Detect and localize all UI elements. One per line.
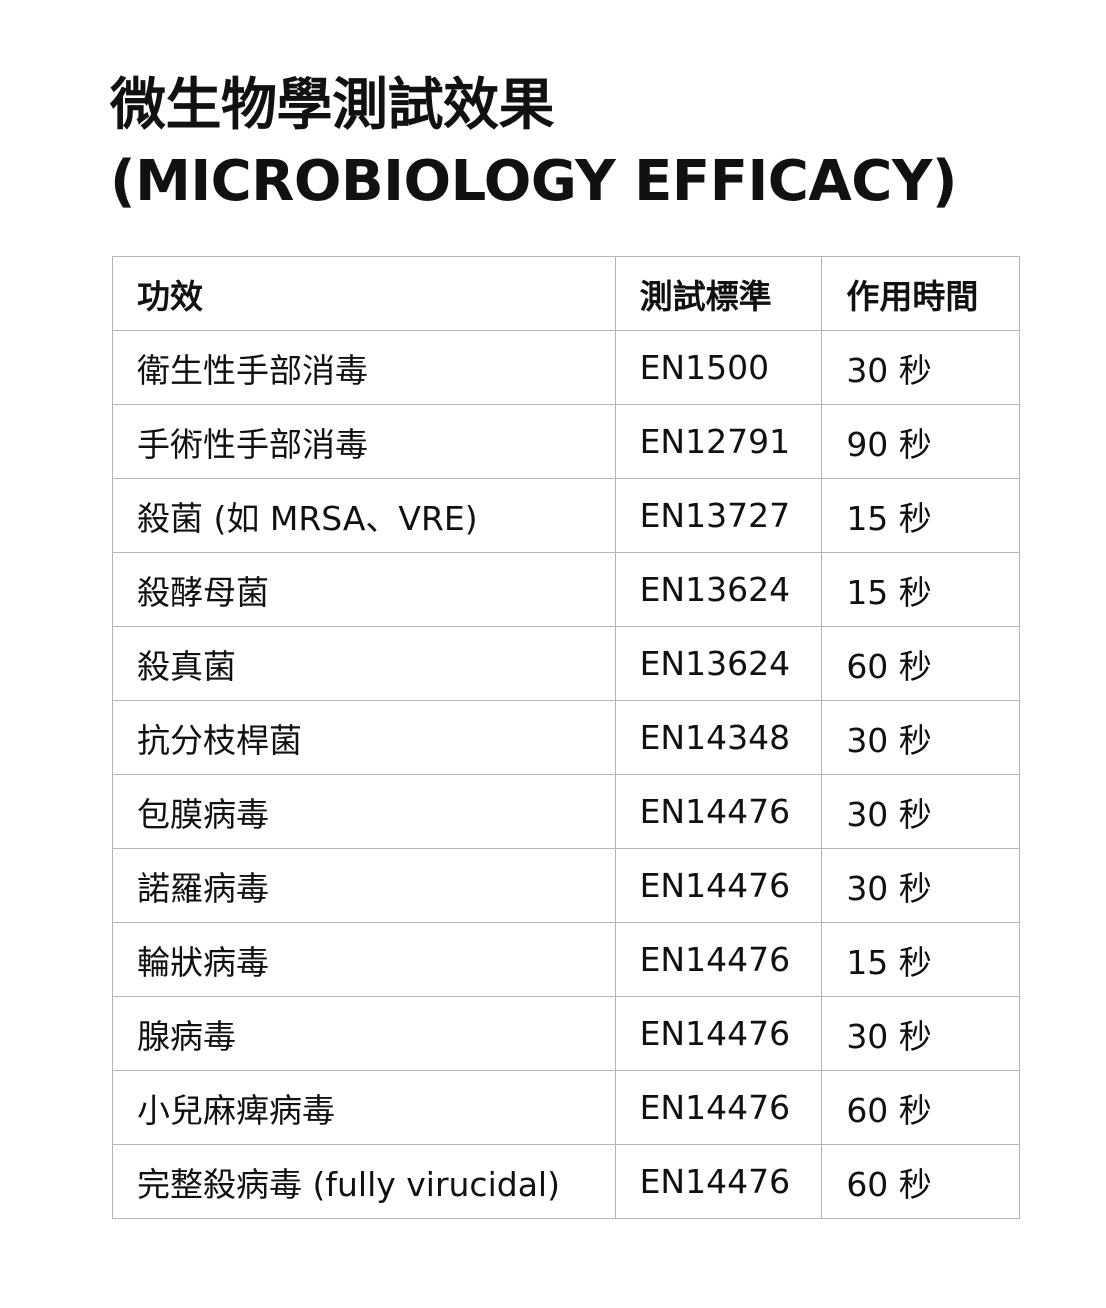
cell-standard: EN13727 bbox=[614, 478, 823, 553]
cell-standard: EN13624 bbox=[614, 626, 823, 701]
table-row: 輪狀病毒 EN14476 15 秒 bbox=[112, 922, 1020, 997]
cell-efficacy: 殺真菌 bbox=[112, 626, 616, 701]
cell-time: 30 秒 bbox=[821, 700, 1020, 775]
table-row: 腺病毒 EN14476 30 秒 bbox=[112, 996, 1020, 1071]
cell-efficacy: 抗分枝桿菌 bbox=[112, 700, 616, 775]
cell-efficacy: 輪狀病毒 bbox=[112, 922, 616, 997]
cell-efficacy: 腺病毒 bbox=[112, 996, 616, 1071]
cell-time: 30 秒 bbox=[821, 330, 1020, 405]
cell-time: 30 秒 bbox=[821, 848, 1020, 923]
cell-standard: EN14476 bbox=[614, 774, 823, 849]
title-english: (MICROBIOLOGY EFFICACY) bbox=[110, 149, 957, 214]
cell-efficacy: 殺酵母菌 bbox=[112, 552, 616, 627]
table-row: 殺真菌 EN13624 60 秒 bbox=[112, 626, 1020, 701]
cell-efficacy: 完整殺病毒 (fully virucidal) bbox=[112, 1144, 616, 1219]
cell-standard: EN14476 bbox=[614, 848, 823, 923]
page-title: 微生物學測試效果 (MICROBIOLOGY EFFICACY) bbox=[110, 68, 957, 220]
table-header-row: 功效 測試標準 作用時間 bbox=[112, 256, 1020, 331]
cell-standard: EN13624 bbox=[614, 552, 823, 627]
table-row: 衛生性手部消毒 EN1500 30 秒 bbox=[112, 330, 1020, 405]
cell-efficacy: 諾羅病毒 bbox=[112, 848, 616, 923]
cell-standard: EN14476 bbox=[614, 996, 823, 1071]
cell-time: 15 秒 bbox=[821, 478, 1020, 553]
cell-standard: EN14476 bbox=[614, 1070, 823, 1145]
cell-standard: EN14476 bbox=[614, 922, 823, 997]
header-time: 作用時間 bbox=[821, 256, 1020, 331]
cell-efficacy: 包膜病毒 bbox=[112, 774, 616, 849]
cell-time: 15 秒 bbox=[821, 552, 1020, 627]
cell-efficacy: 手術性手部消毒 bbox=[112, 404, 616, 479]
cell-standard: EN14476 bbox=[614, 1144, 823, 1219]
table-row: 包膜病毒 EN14476 30 秒 bbox=[112, 774, 1020, 849]
table-row: 抗分枝桿菌 EN14348 30 秒 bbox=[112, 700, 1020, 775]
cell-time: 90 秒 bbox=[821, 404, 1020, 479]
table-row: 手術性手部消毒 EN12791 90 秒 bbox=[112, 404, 1020, 479]
efficacy-table: 功效 測試標準 作用時間 衛生性手部消毒 EN1500 30 秒手術性手部消毒 EN1… bbox=[112, 256, 1020, 1219]
title-chinese: 微生物學測試效果 bbox=[110, 73, 554, 138]
cell-time: 30 秒 bbox=[821, 996, 1020, 1071]
table-row: 小兒麻痺病毒 EN14476 60 秒 bbox=[112, 1070, 1020, 1145]
cell-standard: EN1500 bbox=[614, 330, 823, 405]
cell-efficacy: 小兒麻痺病毒 bbox=[112, 1070, 616, 1145]
table-row: 殺菌 (如 MRSA、VRE) EN13727 15 秒 bbox=[112, 478, 1020, 553]
cell-efficacy: 殺菌 (如 MRSA、VRE) bbox=[112, 478, 616, 553]
cell-time: 30 秒 bbox=[821, 774, 1020, 849]
cell-standard: EN14348 bbox=[614, 700, 823, 775]
header-efficacy: 功效 bbox=[112, 256, 616, 331]
cell-efficacy: 衛生性手部消毒 bbox=[112, 330, 616, 405]
table-row: 殺酵母菌 EN13624 15 秒 bbox=[112, 552, 1020, 627]
cell-standard: EN12791 bbox=[614, 404, 823, 479]
header-standard: 測試標準 bbox=[614, 256, 823, 331]
table-row: 完整殺病毒 (fully virucidal) EN14476 60 秒 bbox=[112, 1144, 1020, 1219]
table-row: 諾羅病毒 EN14476 30 秒 bbox=[112, 848, 1020, 923]
cell-time: 60 秒 bbox=[821, 626, 1020, 701]
cell-time: 15 秒 bbox=[821, 922, 1020, 997]
cell-time: 60 秒 bbox=[821, 1070, 1020, 1145]
cell-time: 60 秒 bbox=[821, 1144, 1020, 1219]
